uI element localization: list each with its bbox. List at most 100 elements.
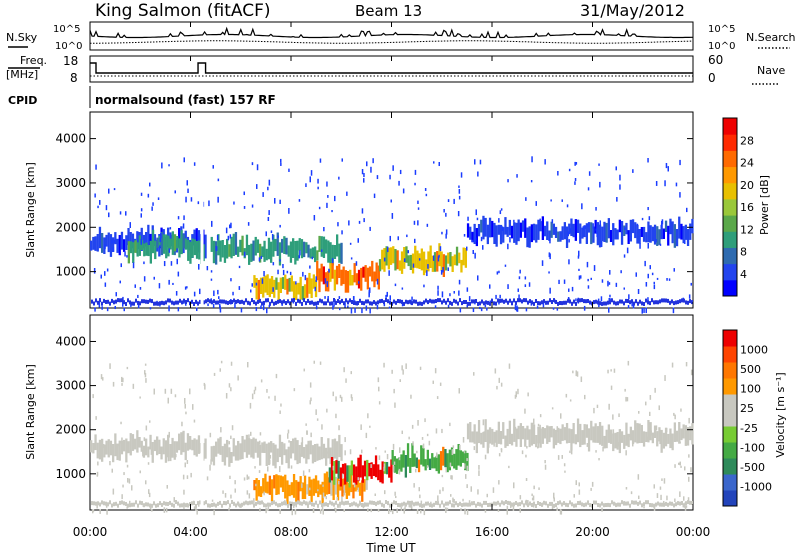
echo-point — [378, 455, 381, 460]
ground-cell — [579, 501, 581, 506]
echo-point — [647, 297, 649, 303]
ground-cell — [653, 300, 655, 305]
echo-cell — [519, 222, 522, 238]
echo-point — [439, 489, 441, 494]
echo-cell — [331, 244, 334, 266]
ground-cell — [91, 299, 93, 304]
echo-point — [217, 196, 219, 203]
echo-point — [638, 495, 640, 500]
x-tick-label: 20:00 — [575, 525, 610, 539]
echo-cell — [506, 226, 509, 237]
echo-point — [222, 490, 224, 494]
x-tick-label: 16:00 — [475, 525, 510, 539]
echo-cell — [546, 221, 549, 240]
ground-cell — [139, 301, 141, 306]
echo-cell — [416, 250, 419, 269]
echo-cell — [142, 234, 146, 249]
echo-point — [229, 224, 231, 229]
echo-cell — [366, 267, 369, 290]
echo-cell — [273, 475, 276, 489]
colorbar-segment — [723, 458, 737, 475]
echo-cell — [301, 482, 304, 500]
echo-cell — [521, 426, 525, 440]
ground-cell — [395, 500, 397, 505]
echo-cell — [392, 246, 395, 264]
ground-cell — [633, 301, 635, 306]
echo-point — [565, 393, 568, 398]
echo-point — [615, 166, 617, 171]
echo-point — [105, 205, 108, 211]
echo-point — [326, 408, 328, 413]
noise-left-tick-bottom: 10^0 — [55, 41, 82, 52]
ground-cell — [619, 502, 621, 507]
echo-cell — [480, 432, 483, 445]
echo-cell — [274, 444, 277, 469]
ground-cell — [311, 300, 313, 305]
echo-point — [578, 268, 580, 271]
ground-cell — [497, 500, 499, 505]
echo-point — [449, 422, 451, 427]
echo-cell — [120, 231, 124, 250]
echo-cell — [306, 484, 309, 495]
echo-point — [334, 510, 337, 513]
echo-point — [463, 234, 466, 237]
echo-point — [536, 305, 539, 309]
echo-cell — [107, 439, 110, 458]
echo-cell — [642, 431, 646, 447]
echo-point — [230, 222, 232, 229]
ground-cell — [275, 300, 277, 305]
ground-cell — [149, 298, 151, 303]
echo-cell — [127, 228, 130, 246]
echo-cell — [391, 450, 394, 465]
echo-cell — [675, 229, 679, 247]
echo-cell — [285, 237, 288, 255]
echo-point — [311, 256, 314, 260]
echo-point — [426, 465, 429, 469]
echo-point — [274, 198, 276, 204]
echo-point — [302, 271, 304, 277]
echo-cell — [252, 437, 255, 459]
ground-cell — [379, 500, 381, 505]
ground-cell — [393, 500, 395, 505]
echo-cell — [420, 248, 423, 271]
echo-cell — [669, 218, 672, 235]
echo-cell — [254, 236, 257, 256]
echo-cell — [565, 423, 569, 444]
echo-cell — [319, 484, 322, 495]
echo-cell — [431, 453, 434, 469]
echo-point — [389, 174, 391, 180]
echo-point — [288, 168, 290, 172]
echo-point — [671, 362, 674, 368]
echo-point — [100, 274, 102, 279]
echo-cell — [497, 224, 500, 235]
ground-cell — [219, 500, 221, 505]
echo-point — [401, 430, 403, 435]
ground-cell — [173, 503, 175, 508]
colorbar-tick-label: 16 — [740, 201, 754, 214]
ground-cell — [639, 500, 641, 505]
echo-point — [515, 391, 517, 398]
ground-cell — [127, 503, 129, 508]
echo-cell — [647, 221, 650, 243]
echo-cell — [442, 446, 445, 466]
echo-point — [128, 478, 131, 484]
echo-cell — [460, 259, 463, 273]
echo-point — [612, 224, 614, 229]
ground-cell — [563, 501, 565, 506]
echo-cell — [292, 281, 296, 300]
echo-cell — [422, 448, 425, 467]
ground-cell — [227, 300, 229, 305]
ground-cell — [379, 299, 381, 304]
echo-point — [190, 472, 192, 478]
echo-point — [370, 464, 372, 468]
colorbar-segment — [723, 410, 737, 427]
echo-cell — [358, 482, 362, 496]
echo-point — [310, 397, 312, 402]
echo-point — [318, 206, 321, 210]
echo-cell — [583, 424, 586, 445]
echo-cell — [359, 454, 362, 478]
ground-cell — [631, 500, 633, 505]
echo-point — [211, 499, 214, 502]
echo-point — [549, 253, 551, 260]
echo-point — [587, 187, 590, 191]
